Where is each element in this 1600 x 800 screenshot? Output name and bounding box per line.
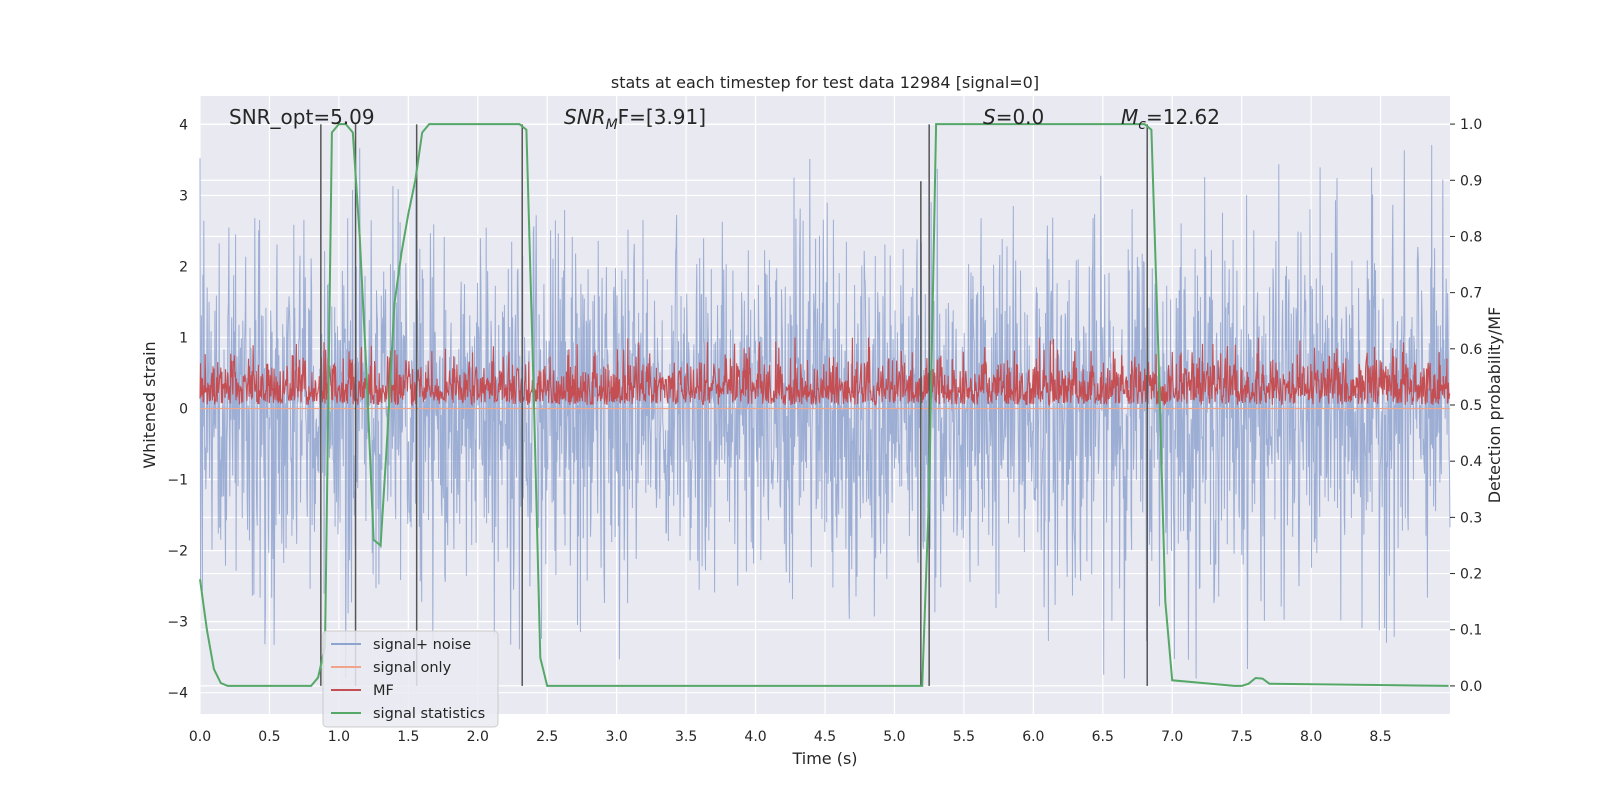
x-tick-label: 4.5: [814, 729, 836, 745]
y-tick-label-left: −1: [167, 473, 188, 489]
legend-label-signal-statistics: signal statistics: [373, 706, 485, 722]
mf-series: [199, 337, 1451, 407]
x-tick-label: 8.5: [1369, 729, 1391, 745]
x-tick-label: 0.0: [189, 729, 211, 745]
y-tick-label-right: 0.2: [1460, 567, 1482, 583]
signal-statistics-line: [199, 123, 1449, 687]
y-tick-label-left: −4: [167, 686, 188, 702]
y-tick-label-left: 4: [179, 117, 188, 133]
x-tick-label: 6.0: [1022, 729, 1044, 745]
y-tick-label-right: 0.7: [1460, 286, 1482, 302]
signal-noise-line: [199, 145, 1451, 679]
x-tick-label: 8.0: [1300, 729, 1322, 745]
x-tick-label: 2.0: [467, 729, 489, 745]
y-tick-label-right: 0.3: [1460, 510, 1482, 526]
x-tick-label: 5.5: [953, 729, 975, 745]
x-tick-label: 1.0: [328, 729, 350, 745]
x-tick-label: 0.5: [258, 729, 280, 745]
annotation-snr-mf: SNRMF=[3.91]: [564, 105, 706, 133]
vertical-marker-lines: [320, 124, 1148, 686]
y-tick-label-right: 0.5: [1460, 398, 1482, 414]
legend: signal+ noise signal only MF signal stat…: [322, 630, 499, 728]
y-tick-label-left: 2: [179, 259, 188, 275]
chart-title: stats at each timestep for test data 129…: [611, 73, 1039, 92]
y-tick-label-right: 0.4: [1460, 454, 1482, 470]
y-tick-label-right: 1.0: [1460, 117, 1482, 133]
legend-label-signal-only: signal only: [373, 660, 452, 676]
y-tick-label-right: 0.1: [1460, 623, 1482, 639]
y-tick-label-right: 0.0: [1460, 679, 1482, 695]
x-tick-label: 3.0: [606, 729, 628, 745]
y-tick-labels-right: 0.0 0.1 0.2 0.3 0.4 0.5 0.6 0.7 0.8 0.9 1.0: [1450, 117, 1482, 695]
y-tick-label-left: 0: [179, 402, 188, 418]
x-tick-label: 6.5: [1092, 729, 1114, 745]
annotation-s: S=0.0: [983, 105, 1044, 129]
signal-statistics-series: [199, 123, 1449, 687]
y-tick-label-left: 1: [179, 331, 188, 347]
y-tick-label-left: 3: [179, 188, 188, 204]
x-tick-label: 4.0: [744, 729, 766, 745]
y-tick-label-right: 0.9: [1460, 173, 1482, 189]
x-tick-label: 2.5: [536, 729, 558, 745]
mf-line: [199, 337, 1451, 407]
y-tick-label-left: −2: [167, 544, 188, 560]
y-tick-label-left: −3: [167, 615, 188, 631]
legend-label-signal-noise: signal+ noise: [373, 637, 471, 653]
x-tick-label: 3.5: [675, 729, 697, 745]
x-axis-label: Time (s): [791, 749, 857, 768]
legend-box: [322, 630, 499, 728]
x-tick-label: 7.5: [1231, 729, 1253, 745]
y-tick-label-right: 0.8: [1460, 229, 1482, 245]
annotation-snr-opt: SNR_opt=5.09: [229, 105, 375, 129]
x-tick-label: 1.5: [397, 729, 419, 745]
x-tick-label: 5.0: [883, 729, 905, 745]
signal-noise-series: [199, 145, 1451, 679]
y-axis-label-right: Detection probability/MF: [1485, 307, 1504, 504]
y-tick-label-right: 0.6: [1460, 342, 1482, 358]
x-tick-labels: 0.0 0.5 1.0 1.5 2.0 2.5 3.0 3.5 4.0 4.5 5.0 5.5 6.0 6…: [189, 729, 1392, 745]
y-axis-label-left: Whitened strain: [140, 341, 159, 468]
annotation-mc: Mc=12.62: [1121, 105, 1220, 133]
legend-label-mf: MF: [373, 683, 394, 699]
x-tick-label: 7.0: [1161, 729, 1183, 745]
y-tick-labels-left: −4 −3 −2 −1 0 1 2 3 4: [167, 117, 188, 701]
